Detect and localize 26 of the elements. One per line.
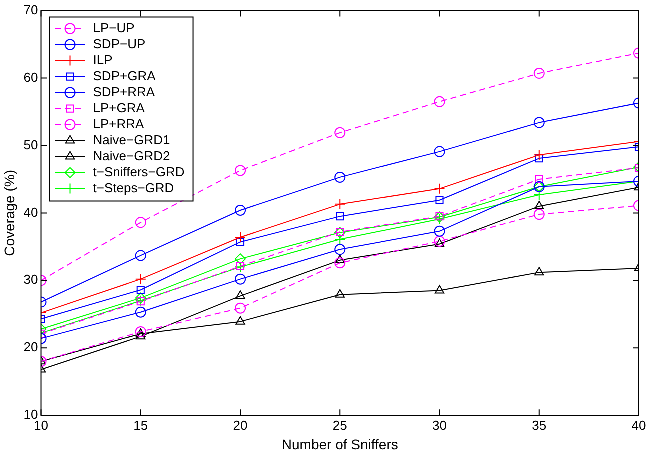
x-tick-label: 15 (134, 418, 148, 433)
legend-label: SDP+GRA (93, 68, 156, 84)
y-tick-label: 70 (24, 2, 38, 18)
x-axis-title: Number of Sniffers (282, 436, 398, 452)
y-axis-title: Coverage (%) (1, 170, 18, 256)
x-tick-label: 40 (632, 418, 646, 433)
y-tick-label: 20 (24, 340, 38, 355)
legend-label: LP+GRA (93, 100, 146, 116)
y-tick-label: 10 (24, 407, 38, 422)
legend-label: Naive−GRD2 (93, 148, 170, 164)
legend-label: LP+RRA (93, 116, 145, 132)
x-tick-label: 20 (233, 418, 248, 433)
legend-label: t−Sniffers−GRD (93, 164, 185, 180)
x-tick-label: 35 (532, 418, 547, 433)
legend-label: ILP (93, 52, 113, 68)
y-tick-label: 30 (24, 272, 38, 288)
legend-label: SDP+RRA (93, 84, 156, 100)
y-tick-label: 60 (24, 70, 38, 85)
x-tick-label: 30 (432, 418, 447, 433)
legend-label: Naive−GRD1 (93, 132, 170, 148)
y-tick-label: 50 (24, 137, 38, 152)
legend-label: t−Steps−GRD (93, 180, 174, 196)
x-tick-label: 25 (332, 418, 348, 433)
legend-label: LP−UP (93, 20, 135, 36)
legend-label: SDP−UP (93, 36, 146, 52)
y-tick-label: 40 (24, 204, 38, 220)
